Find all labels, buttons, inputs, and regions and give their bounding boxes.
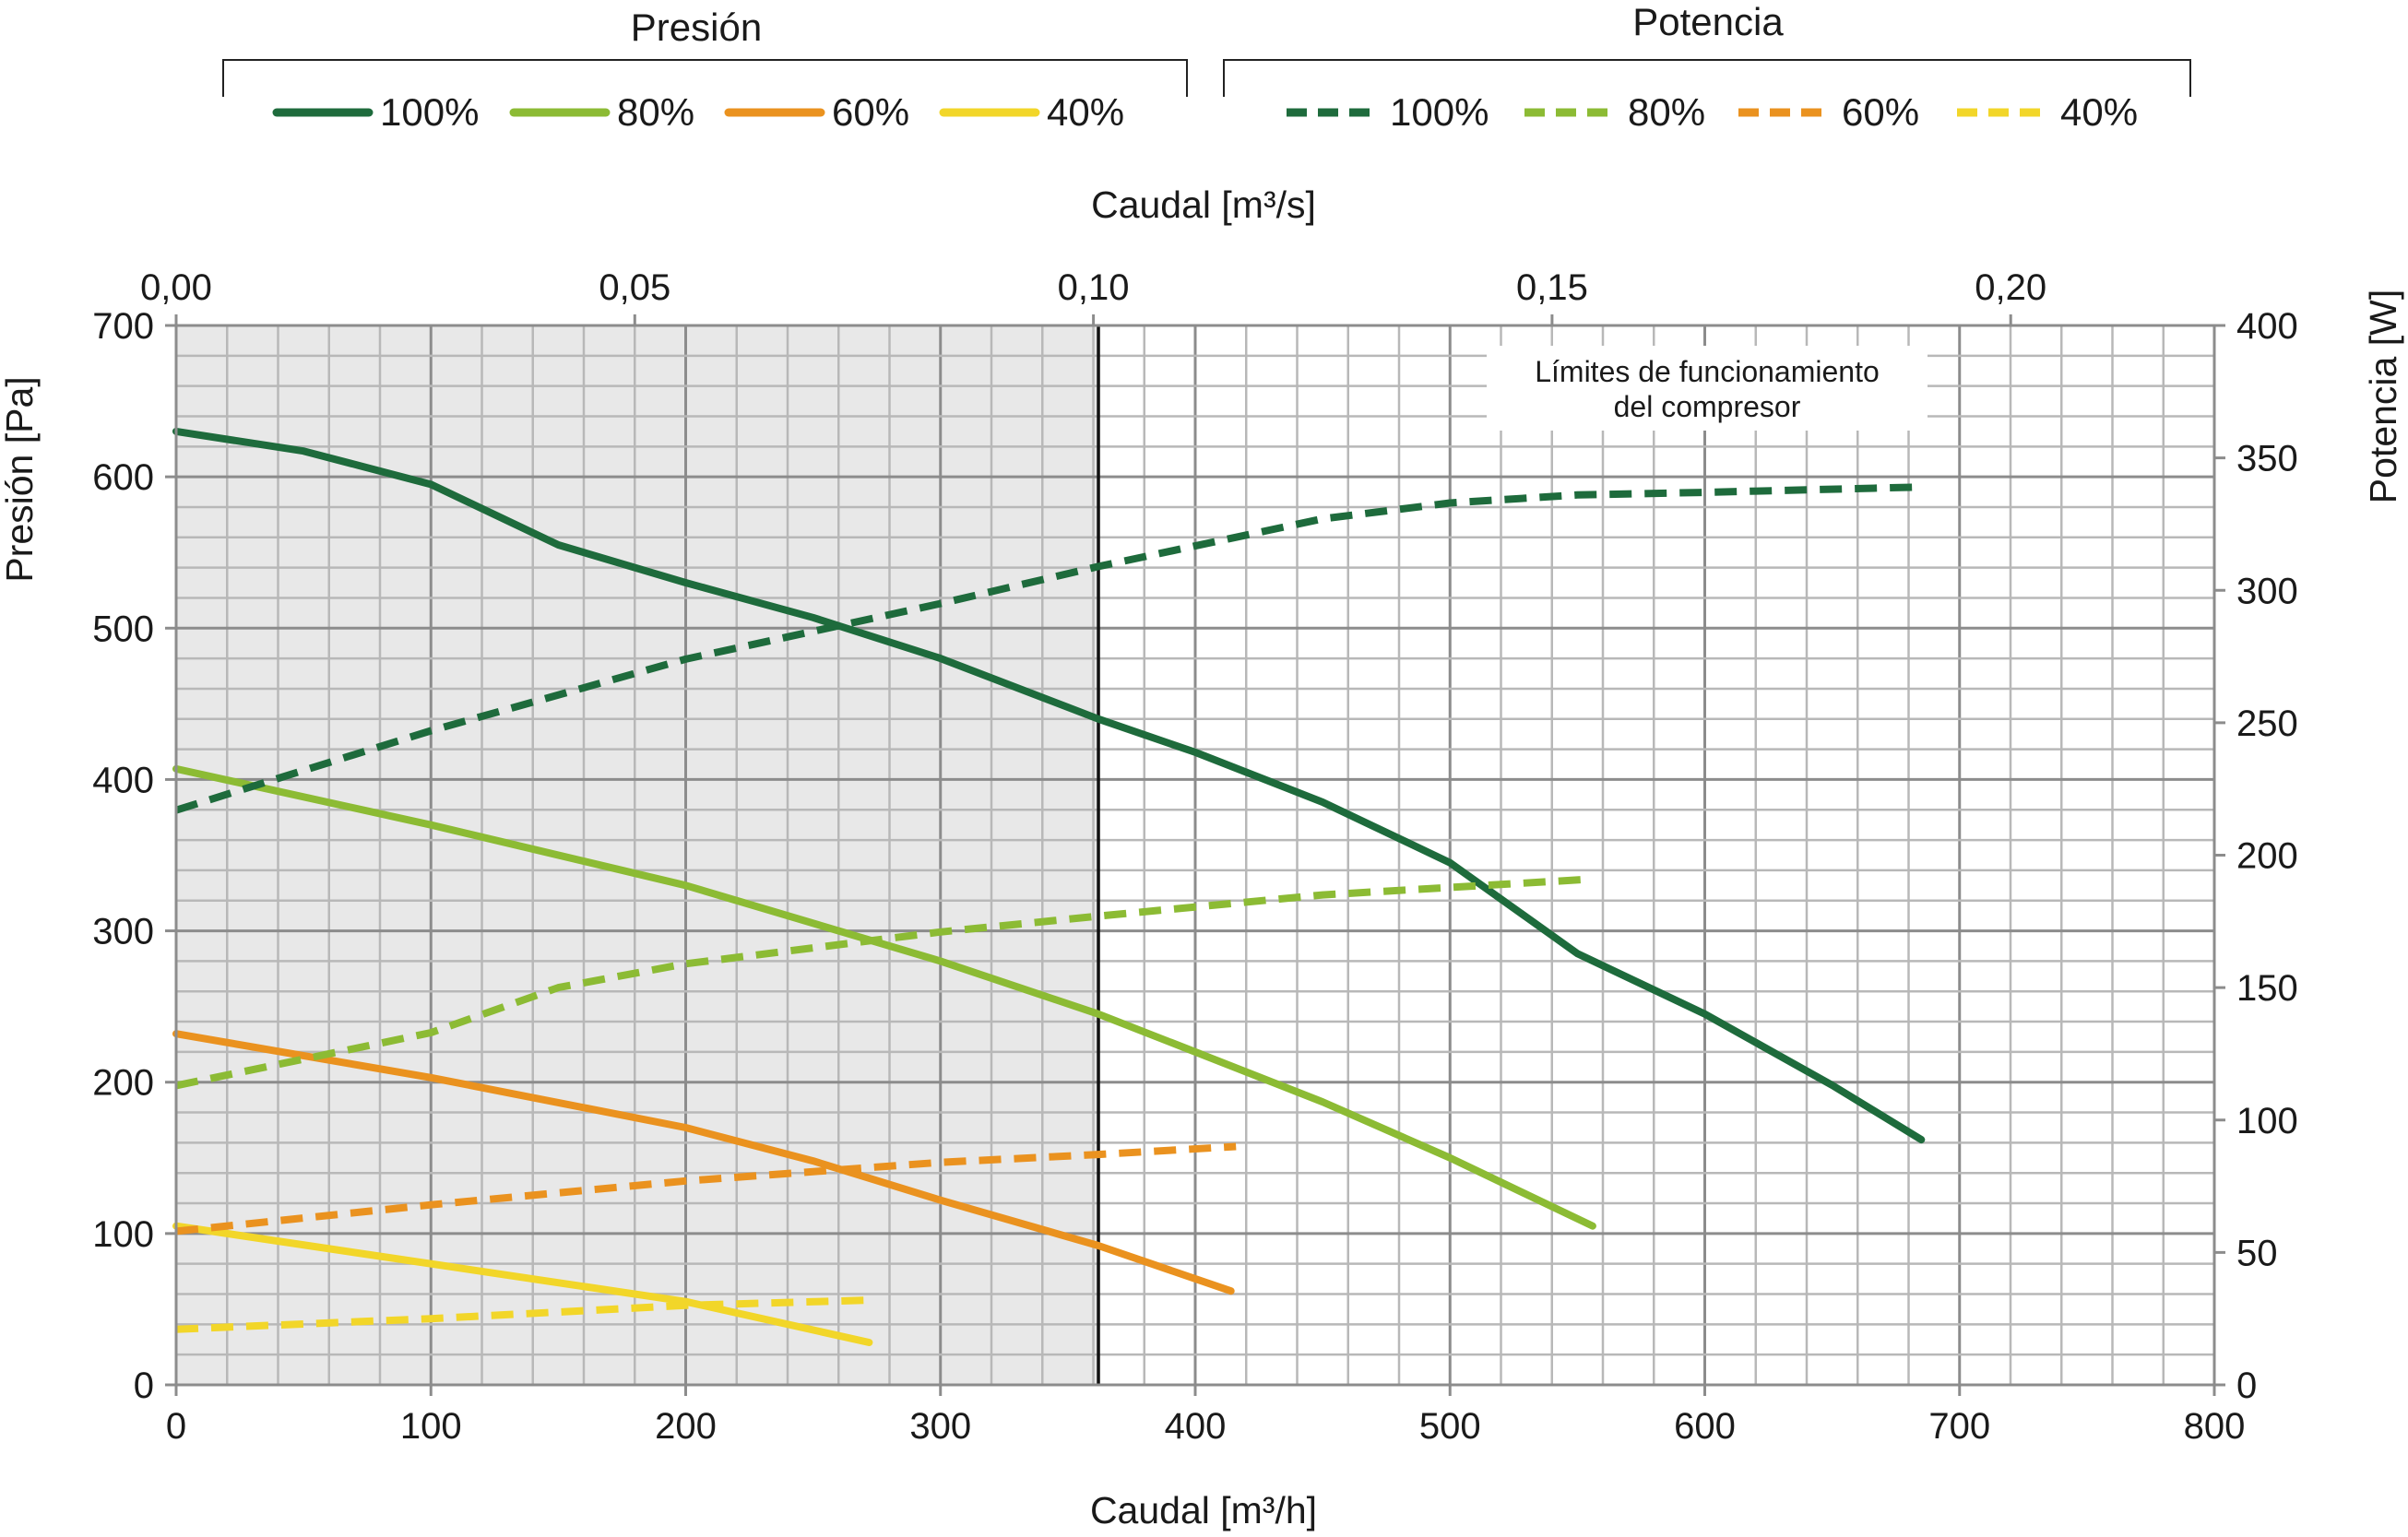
legend-label-potencia-40: 40% xyxy=(2060,90,2138,134)
legend-title-presion: Presión xyxy=(631,6,762,49)
legend-label-presion-60: 60% xyxy=(832,90,909,134)
y-tick-label: 400 xyxy=(92,760,154,800)
series-lines xyxy=(172,427,1926,1346)
y-tick-label: 700 xyxy=(92,306,154,347)
y2-tick-label: 50 xyxy=(2236,1233,2278,1273)
x-tick-label: 800 xyxy=(2184,1406,2246,1447)
series-potencia-60 xyxy=(175,1142,1237,1236)
y-axis-label: Presión [Pa] xyxy=(0,376,41,582)
series-presion-40 xyxy=(172,1222,873,1346)
series-presion-100 xyxy=(172,427,1926,1144)
legend-label-presion-80: 80% xyxy=(617,90,694,134)
series-potencia-80 xyxy=(175,875,1594,1090)
x-tick-label: 300 xyxy=(909,1406,971,1447)
x2-tick-label: 0,00 xyxy=(140,267,212,308)
grid xyxy=(174,324,2216,1387)
legend-label-presion-40: 40% xyxy=(1047,90,1124,134)
legend-label-potencia-80: 80% xyxy=(1628,90,1705,134)
compressor-limit-shaded-region xyxy=(176,325,1099,1385)
legend-bracket-potencia xyxy=(1223,59,2191,97)
y2-tick-label: 200 xyxy=(2236,836,2298,877)
legend-label-presion-100: 100% xyxy=(380,90,479,134)
y-tick-label: 600 xyxy=(92,457,154,498)
x2-tick-label: 0,05 xyxy=(599,267,670,308)
legend-label-potencia-100: 100% xyxy=(1390,90,1489,134)
x-tick-label: 200 xyxy=(655,1406,717,1447)
series-potencia-100 xyxy=(174,483,1922,814)
x2-tick-label: 0,10 xyxy=(1058,267,1130,308)
legend-title-potencia: Potencia xyxy=(1632,0,1784,43)
annotation-box xyxy=(1487,346,1928,431)
x-tick-label: 100 xyxy=(400,1406,462,1447)
series-presion-80 xyxy=(172,764,1596,1230)
y2-tick-label: 150 xyxy=(2236,968,2298,1009)
y-tick-label: 0 xyxy=(134,1366,154,1406)
y2-tick-label: 350 xyxy=(2236,439,2298,479)
legend-label-potencia-60: 60% xyxy=(1842,90,1919,134)
y-tick-label: 300 xyxy=(92,912,154,952)
legend: Presión Potencia 100% 80% 60% 40% 100% 80% 60%… xyxy=(222,0,2191,134)
y-tick-label: 500 xyxy=(92,609,154,649)
x-tick-label: 0 xyxy=(166,1406,186,1447)
y-tick-label: 200 xyxy=(92,1063,154,1104)
x-tick-label: 700 xyxy=(1928,1406,1990,1447)
y2-tick-label: 100 xyxy=(2236,1101,2298,1141)
annotation-line-1: Límites de funcionamiento xyxy=(1535,355,1880,388)
x2-axis-label: Caudal [m³/s] xyxy=(1091,183,1316,226)
x-axis-label: Caudal [m³/h] xyxy=(1090,1489,1317,1531)
x2-tick-label: 0,15 xyxy=(1516,267,1588,308)
y2-tick-label: 250 xyxy=(2236,703,2298,744)
x-tick-label: 500 xyxy=(1419,1406,1481,1447)
legend-bracket-presion xyxy=(222,59,1188,97)
series-potencia-40 xyxy=(175,1296,870,1333)
y-tick-label: 100 xyxy=(92,1214,154,1255)
y2-tick-label: 400 xyxy=(2236,306,2298,347)
x-tick-label: 400 xyxy=(1165,1406,1227,1447)
annotation-line-2: del compresor xyxy=(1614,390,1801,423)
y2-axis-label: Potencia [W] xyxy=(2362,290,2404,503)
compressor-limit-annotation: Límites de funcionamiento del compresor xyxy=(1487,346,1928,431)
y2-tick-label: 300 xyxy=(2236,571,2298,611)
y2-tick-label: 0 xyxy=(2236,1366,2257,1406)
series-presion-60 xyxy=(172,1030,1235,1295)
x-tick-label: 600 xyxy=(1674,1406,1736,1447)
x2-tick-label: 0,20 xyxy=(1975,267,2046,308)
